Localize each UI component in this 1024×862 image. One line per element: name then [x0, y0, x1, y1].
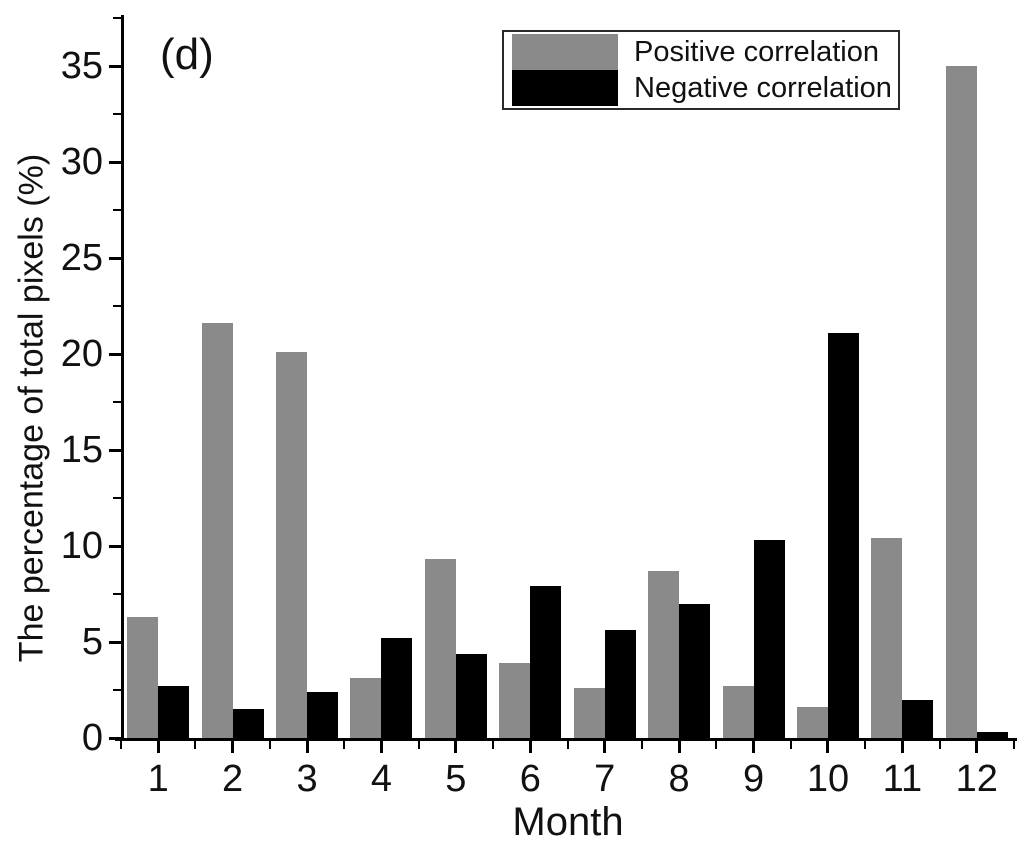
y-tick-label: 30	[60, 141, 103, 183]
x-tick-label: 11	[882, 758, 923, 800]
y-major-tick	[109, 257, 121, 260]
x-major-tick	[975, 741, 979, 753]
y-minor-tick	[113, 593, 121, 595]
y-major-tick	[109, 353, 121, 356]
x-minor-tick	[268, 741, 271, 749]
x-axis-line	[115, 738, 1017, 741]
x-major-tick	[305, 741, 309, 753]
bar-negative-month-8	[679, 603, 711, 738]
x-minor-tick	[640, 741, 643, 749]
legend-label-positive: Positive correlation	[634, 36, 879, 68]
x-minor-tick	[789, 741, 792, 749]
bar-negative-month-4	[381, 638, 413, 738]
bar-positive-month-7	[573, 688, 605, 738]
x-minor-tick	[417, 741, 420, 749]
bar-positive-month-11	[871, 538, 903, 738]
x-tick-label: 1	[147, 758, 169, 800]
y-major-tick	[109, 737, 121, 740]
bar-positive-month-1	[127, 617, 159, 738]
bar-negative-month-12	[976, 732, 1008, 738]
bar-negative-month-3	[307, 691, 339, 738]
y-tick-label: 10	[60, 525, 103, 567]
y-minor-tick	[113, 497, 121, 499]
bar-negative-month-7	[604, 630, 636, 738]
legend-label-negative: Negative correlation	[634, 72, 892, 104]
x-minor-tick	[938, 741, 941, 749]
x-major-tick	[603, 741, 607, 753]
bar-positive-month-4	[350, 678, 382, 738]
y-tick-label: 5	[81, 621, 103, 663]
y-major-tick	[109, 449, 121, 452]
x-major-tick	[826, 741, 830, 753]
y-minor-tick	[113, 305, 121, 307]
bar-positive-month-12	[945, 66, 977, 738]
y-tick-label: 35	[60, 45, 103, 87]
x-major-tick	[454, 741, 458, 753]
x-tick-label: 7	[594, 758, 616, 800]
bar-negative-month-10	[827, 332, 859, 738]
y-major-tick	[109, 65, 121, 68]
bar-positive-month-9	[722, 686, 754, 738]
x-tick-label: 9	[742, 758, 765, 800]
x-tick-label: 4	[370, 758, 393, 800]
y-minor-tick	[113, 17, 121, 19]
bar-negative-month-2	[232, 709, 264, 738]
x-tick-label: 6	[519, 758, 541, 800]
y-axis-title: The percentage of total pixels (%)	[12, 153, 51, 663]
y-axis-line	[121, 15, 124, 741]
bar-positive-month-6	[499, 663, 531, 738]
x-major-tick	[677, 741, 681, 753]
x-major-tick	[231, 741, 235, 753]
legend-swatch-negative	[512, 70, 618, 106]
y-major-tick	[109, 641, 121, 644]
legend-swatch-positive	[512, 34, 618, 70]
x-minor-tick	[715, 741, 718, 749]
x-tick-label: 10	[806, 758, 850, 800]
y-major-tick	[109, 161, 121, 164]
bar-positive-month-5	[424, 559, 456, 738]
x-minor-tick	[1013, 741, 1015, 749]
x-minor-tick	[120, 741, 122, 749]
y-minor-tick	[113, 401, 121, 403]
x-tick-label: 8	[668, 758, 690, 800]
x-axis-title: Month	[512, 800, 624, 844]
bar-negative-month-6	[530, 586, 562, 738]
bar-negative-month-5	[455, 653, 487, 738]
bar-negative-month-9	[753, 540, 785, 738]
y-tick-label: 0	[81, 717, 103, 759]
y-tick-label: 25	[60, 237, 103, 279]
y-major-tick	[109, 545, 121, 548]
x-major-tick	[752, 741, 756, 753]
x-minor-tick	[566, 741, 569, 749]
bar-negative-month-1	[158, 686, 190, 738]
x-tick-label: 2	[222, 758, 244, 800]
bar-negative-month-11	[902, 699, 934, 738]
legend: Positive correlation Negative correlation	[502, 30, 900, 110]
panel-label: (d)	[160, 30, 214, 79]
x-major-tick	[900, 741, 904, 753]
y-minor-tick	[113, 209, 121, 211]
x-tick-label: 3	[296, 758, 318, 800]
bar-positive-month-3	[276, 352, 308, 738]
bar-positive-month-8	[648, 570, 680, 738]
y-tick-label: 20	[60, 333, 103, 375]
legend-row-negative: Negative correlation	[512, 70, 898, 106]
x-major-tick	[528, 741, 532, 753]
x-major-tick	[156, 741, 160, 753]
x-tick-label: 12	[955, 758, 998, 800]
x-minor-tick	[492, 741, 495, 749]
bar-positive-month-10	[796, 707, 828, 738]
x-minor-tick	[194, 741, 197, 749]
legend-row-positive: Positive correlation	[512, 34, 898, 70]
y-minor-tick	[113, 113, 121, 115]
bar-positive-month-2	[201, 323, 233, 738]
x-minor-tick	[343, 741, 346, 749]
x-major-tick	[379, 741, 383, 753]
x-tick-label: 5	[445, 758, 467, 800]
y-tick-label: 15	[60, 429, 103, 471]
y-minor-tick	[113, 689, 121, 691]
x-minor-tick	[864, 741, 867, 749]
